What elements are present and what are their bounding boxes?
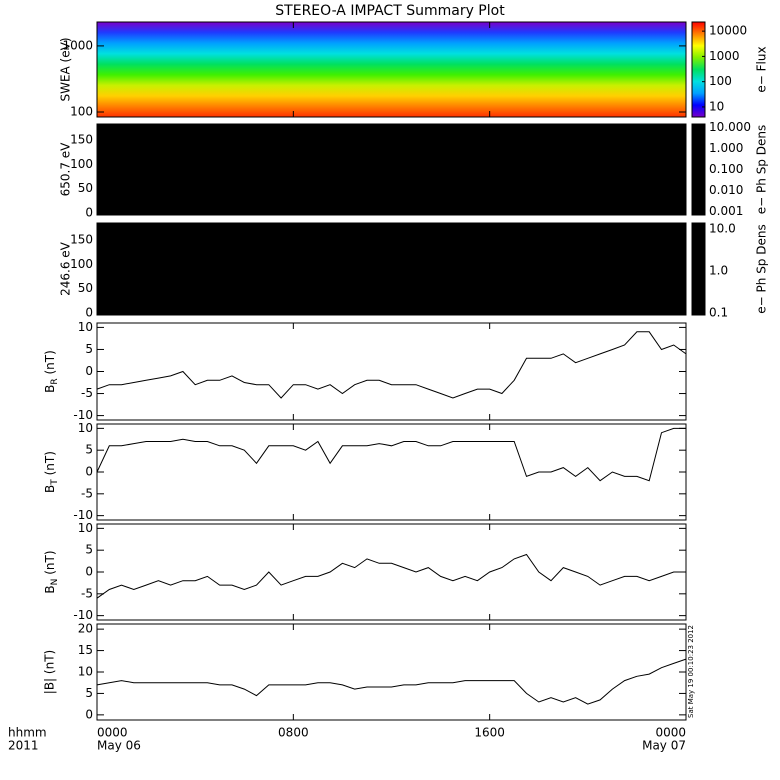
colorbar-tick-label: 0.010	[709, 183, 743, 197]
y-tick-label: 10	[78, 320, 93, 334]
x-unit-label: hhmm	[8, 726, 47, 740]
x-year-label: 2011	[8, 739, 39, 753]
spectrogram-image	[97, 223, 686, 315]
y-tick-label: -5	[81, 386, 93, 400]
colorbar-label: e− Ph Sp Dens	[755, 125, 769, 214]
y-label-main: B	[43, 585, 57, 593]
y-tick-label: 0	[85, 206, 93, 220]
spectrogram-image	[97, 124, 686, 215]
y-tick-label: 0	[85, 306, 93, 320]
colorbar-label: e− Flux	[755, 46, 769, 92]
y-axis-label: 650.7 eV	[59, 142, 73, 197]
data-line	[96, 427, 686, 482]
timestamp: Sat May 19 00:10:23 2012	[687, 625, 695, 718]
colorbar-tick-label: 1000	[709, 49, 740, 63]
colorbar-tick-label: 10	[709, 99, 724, 113]
y-tick-label: 0	[85, 465, 93, 479]
y-label-sub: R	[50, 378, 60, 384]
colorbar-tick-label: 10000	[709, 24, 747, 38]
y-tick-label: 1000	[62, 38, 93, 52]
colorbar-tick-label: 10.000	[709, 120, 751, 134]
data-line	[96, 553, 686, 599]
colorbar-tick-label: 1.000	[709, 141, 743, 155]
y-tick-label: 0	[85, 707, 93, 721]
x-tick-label: 1600	[474, 726, 505, 740]
y-tick-label: 150	[70, 133, 93, 147]
y-label-sub: N	[50, 579, 60, 586]
y-tick-label: 100	[70, 157, 93, 171]
y-axis-label: BN (nT)	[43, 550, 60, 593]
y-tick-label: 10	[78, 521, 93, 535]
y-tick-label: 10	[78, 665, 93, 679]
y-tick-label: 5	[85, 543, 93, 557]
data-line	[96, 331, 687, 399]
colorbar-tick-label: 10.0	[709, 222, 736, 236]
y-tick-label: -10	[73, 608, 93, 622]
y-axis-label: |B| (nT)	[43, 650, 57, 694]
colorbar-label: e− Ph Sp Dens	[755, 224, 769, 313]
spectrogram-image	[97, 22, 686, 117]
x-tick-label: 0000	[97, 726, 128, 740]
panel-frame	[96, 222, 687, 316]
colorbar-tick-label: 1.0	[709, 264, 728, 278]
y-tick-label: 5	[85, 342, 93, 356]
y-tick-label: 10	[78, 421, 93, 435]
y-tick-label: 5	[85, 686, 93, 700]
y-tick-label: 5	[85, 443, 93, 457]
y-tick-label: 0	[85, 364, 93, 378]
y-axis-label: BT (nT)	[43, 451, 60, 493]
y-tick-label: -5	[81, 586, 93, 600]
y-tick-label: 50	[78, 281, 93, 295]
data-line	[96, 658, 687, 705]
y-tick-label: 15	[78, 643, 93, 657]
colorbar-tick-label: 100	[709, 74, 732, 88]
y-label-unit: (nT)	[43, 350, 57, 374]
y-tick-label: 100	[70, 257, 93, 271]
colorbar	[691, 21, 706, 118]
y-axis-label: BR (nT)	[43, 350, 60, 393]
x-date-label: May 06	[97, 739, 141, 753]
y-tick-label: -5	[81, 486, 93, 500]
y-tick-label: 150	[70, 233, 93, 247]
y-axis-label: 246.6 eV	[59, 241, 73, 296]
y-label-unit: (nT)	[43, 550, 57, 574]
y-tick-label: 20	[78, 622, 93, 636]
x-tick-label: 0000	[655, 726, 686, 740]
colorbar-tick-label: 0.100	[709, 162, 743, 176]
y-label-sub: T	[50, 479, 60, 486]
y-tick-label: -10	[73, 508, 93, 522]
y-label-main: B	[43, 485, 57, 493]
y-tick-label: 50	[78, 181, 93, 195]
y-tick-label: -10	[73, 408, 93, 422]
panel-frame	[96, 123, 687, 216]
y-tick-label: 100	[70, 104, 93, 118]
colorbar-tick-label: 0.1	[709, 306, 728, 320]
x-date-label: May 07	[642, 739, 686, 753]
y-label-main: B	[43, 385, 57, 393]
colorbar	[691, 222, 706, 316]
panel-frame	[96, 21, 687, 118]
y-axis-label: SWEA (eV)	[59, 37, 73, 101]
x-tick-label: 0800	[278, 726, 309, 740]
y-label-unit: (nT)	[43, 451, 57, 475]
y-tick-label: 0	[85, 565, 93, 579]
colorbar-tick-label: 0.001	[709, 204, 743, 218]
plot-title: STEREO-A IMPACT Summary Plot	[275, 3, 505, 19]
